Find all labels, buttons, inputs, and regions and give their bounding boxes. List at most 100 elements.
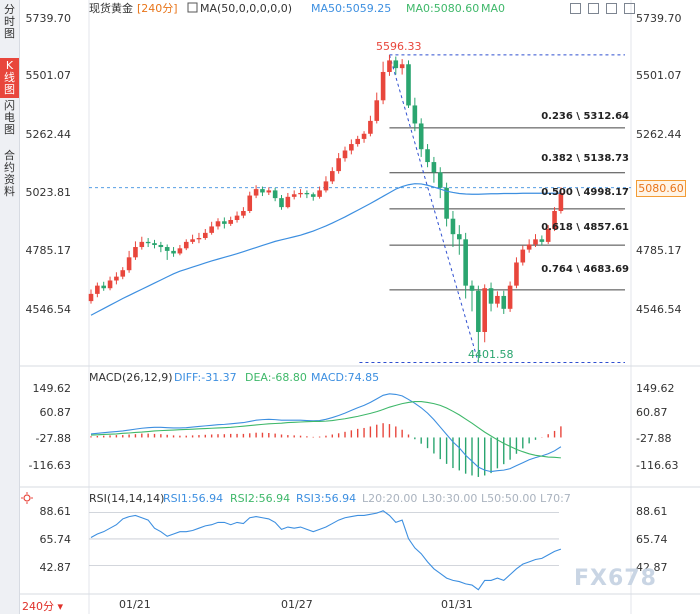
candle-body	[317, 190, 322, 197]
candle-body	[190, 239, 195, 242]
candle-body	[101, 285, 106, 289]
candle-body	[552, 210, 557, 230]
candle-body	[412, 105, 418, 124]
indicator-settings-icon[interactable]	[187, 2, 198, 13]
sidebar: 分 时 图 K 线 图 闪 电 图 合 约 资 料	[0, 0, 20, 614]
macd-tick: 149.62	[636, 382, 675, 395]
fib-low-label: 4401.58	[468, 348, 514, 361]
candle-body	[380, 71, 386, 101]
price-tick: 4546.54	[26, 303, 72, 316]
macd-dea-value: DEA:-68.80	[245, 371, 307, 384]
macd-tick: -27.88	[36, 432, 71, 445]
candle-body	[374, 100, 380, 121]
ma0-value: MA0:5080.60	[406, 2, 479, 15]
candle-body	[514, 262, 519, 286]
price-tick: 5262.44	[26, 128, 72, 141]
price-tick: 5739.70	[636, 12, 682, 25]
candle-body	[196, 238, 202, 240]
candle-body	[158, 244, 164, 248]
candlestick-panel[interactable]	[88, 54, 631, 363]
candle-body	[342, 150, 348, 159]
candle-body	[387, 60, 392, 72]
tab-flash[interactable]: 闪 电 图	[4, 99, 15, 136]
candle-body	[437, 172, 443, 188]
candle-body	[330, 171, 335, 182]
candle-body	[291, 194, 297, 197]
candle-body	[177, 248, 183, 254]
fib-level-label: 0.618 \ 4857.61	[541, 222, 629, 233]
candle-body	[253, 189, 259, 196]
candle-body	[95, 285, 100, 294]
period-selector[interactable]: 240分 ▾	[22, 598, 63, 614]
price-tick: 5023.81	[26, 186, 72, 199]
candle-body	[323, 181, 329, 191]
candle-body	[107, 280, 113, 289]
candle-body	[260, 189, 265, 193]
period-label: [240分]	[137, 2, 178, 15]
macd-title: MACD(26,12,9)	[89, 371, 173, 384]
rsi-l20-value: L20:20.00	[362, 492, 417, 505]
date-tick: 01/21	[119, 598, 151, 611]
candle-body	[279, 198, 284, 208]
ma50-line	[90, 183, 561, 316]
candle-body	[393, 60, 399, 69]
candle-body	[88, 293, 94, 302]
macd-panel[interactable]	[90, 393, 562, 477]
candle-body	[533, 239, 538, 245]
tab-timeshare[interactable]: 分 时 图	[4, 3, 15, 40]
rsi-tick: 42.87	[40, 561, 72, 574]
candle-body	[222, 221, 227, 224]
candle-body	[133, 247, 138, 258]
price-tick: 4785.17	[636, 244, 682, 257]
rsi-panel[interactable]	[89, 510, 562, 591]
rsi-tick: 42.87	[636, 561, 668, 574]
zoom-out-icon[interactable]	[588, 3, 599, 14]
rsi1-value: RSI1:56.94	[163, 492, 223, 505]
fib-level-label: 0.500 \ 4998.17	[541, 187, 629, 198]
candle-body	[488, 288, 494, 304]
candle-body	[558, 192, 564, 211]
candle-body	[126, 257, 132, 271]
price-tick: 5739.70	[26, 12, 72, 25]
candle-body	[431, 162, 437, 173]
ma0-label: MA0	[481, 2, 505, 15]
candle-body	[463, 239, 468, 286]
rsi-l50-value: L50:50.00	[481, 492, 536, 505]
candle-body	[114, 276, 119, 281]
price-tick: 4546.54	[636, 303, 682, 316]
price-tick: 5501.07	[26, 69, 72, 82]
fib-level-label: 0.764 \ 4683.69	[541, 264, 629, 275]
candle-body	[209, 226, 214, 233]
price-tick: 4785.17	[26, 244, 72, 257]
rsi-l30-value: L30:30.00	[422, 492, 477, 505]
candle-body	[368, 120, 373, 134]
candle-body	[266, 190, 272, 193]
candle-body	[228, 220, 233, 224]
candle-body	[476, 290, 481, 332]
candle-body	[336, 158, 341, 172]
macd-dea-line	[90, 400, 561, 459]
candle-body	[203, 232, 208, 239]
macd-tick: -116.63	[29, 459, 71, 472]
candle-body	[495, 295, 500, 304]
tab-kline[interactable]: K 线 图	[0, 58, 19, 98]
candle-body	[425, 149, 430, 163]
rsi-settings-icon[interactable]	[21, 492, 33, 504]
candle-body	[310, 194, 316, 197]
candle-body	[361, 133, 367, 139]
zoom-in-icon[interactable]	[570, 3, 581, 14]
macd-tick: -116.63	[636, 459, 678, 472]
chart-canvas[interactable]: 现货黄金 [240分] MA(50,0,0,0,0,0) MA50:5059.2…	[19, 0, 700, 614]
candle-body	[501, 295, 507, 309]
tab-contract-info[interactable]: 合 约 资 料	[4, 149, 15, 198]
reset-icon[interactable]	[606, 3, 617, 14]
date-tick: 01/27	[281, 598, 313, 611]
candle-body	[507, 285, 513, 309]
macd-diff-line	[90, 393, 562, 473]
fullscreen-icon[interactable]	[624, 3, 635, 14]
candle-body	[469, 285, 475, 291]
rsi-line	[90, 510, 562, 591]
ma-params: MA(50,0,0,0,0,0)	[200, 2, 292, 15]
price-axis-left: 5739.70 5501.07 5262.44 5023.81 4785.17 …	[26, 12, 72, 316]
macd-hist-value: MACD:74.85	[311, 371, 379, 384]
